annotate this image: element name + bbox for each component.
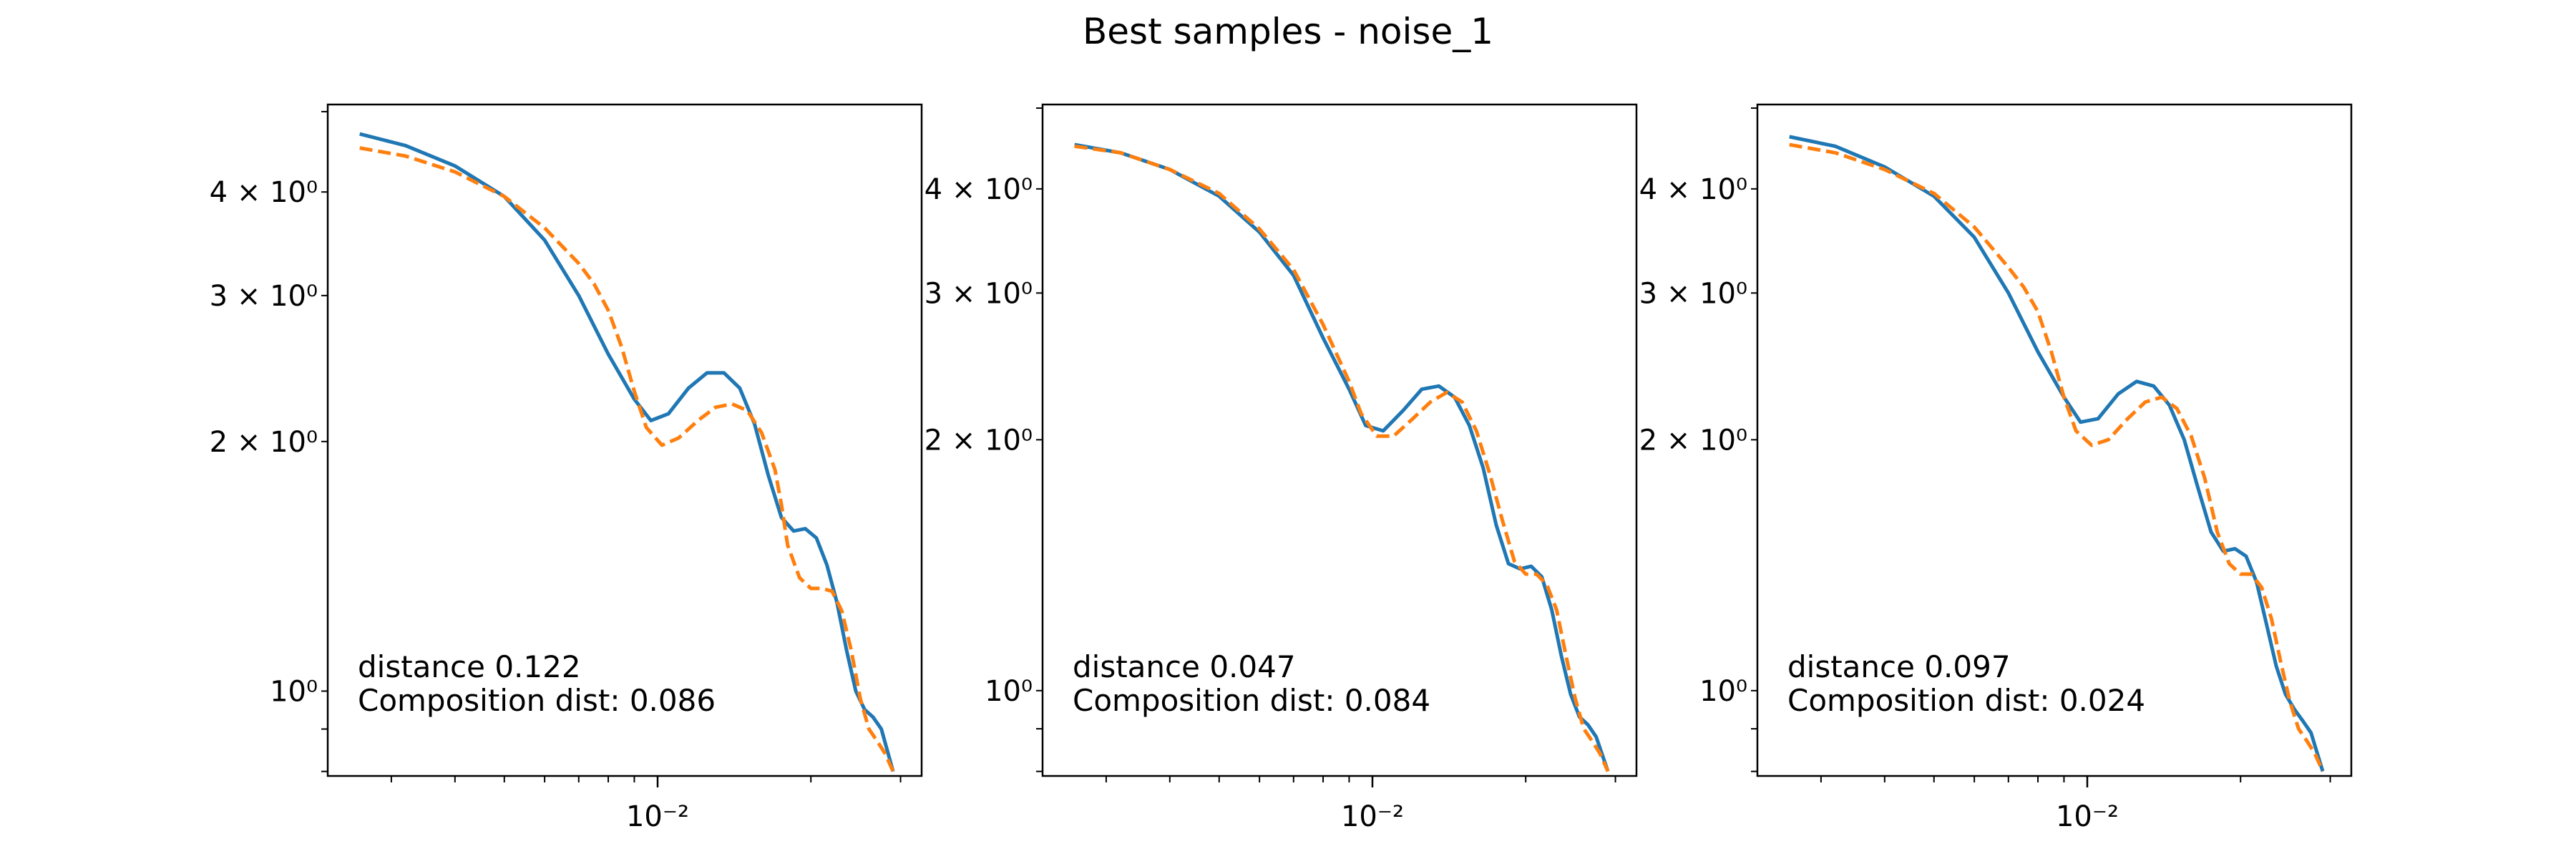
y-tick-label: 2 × 10⁰ — [210, 426, 318, 459]
subplot-3: 10⁻² 4 × 10⁰ 3 × 10⁰ 2 × 10⁰ 10⁰ distance 0.0… — [1639, 103, 2353, 833]
annotation-text: Composition dist: 0.024 — [1787, 683, 2145, 718]
y-tick-label: 4 × 10⁰ — [210, 176, 318, 209]
y-tick-label: 3 × 10⁰ — [210, 280, 318, 313]
x-tick-label: 10⁻² — [2056, 800, 2119, 833]
series-line-solid — [359, 132, 895, 772]
y-tick-label: 10⁰ — [985, 675, 1033, 708]
x-tick-label: 10⁻² — [626, 800, 689, 833]
y-tick-label: 3 × 10⁰ — [924, 277, 1033, 310]
series-line-solid — [1789, 135, 2325, 772]
annotation-text: distance 0.122 — [358, 649, 581, 684]
subplot-1: 10⁻² 4 × 10⁰ 3 × 10⁰ 2 × 10⁰ 10⁰ distance 0.1… — [210, 103, 923, 833]
annotation-text: distance 0.047 — [1073, 649, 1296, 684]
series-line-dashed — [359, 146, 895, 772]
figure-title: Best samples - noise_1 — [1082, 11, 1494, 52]
x-tick-label: 10⁻² — [1341, 800, 1404, 833]
series-line-dashed — [1789, 142, 2325, 772]
subplot-2: 10⁻² 4 × 10⁰ 3 × 10⁰ 2 × 10⁰ 10⁰ distance 0.0… — [924, 103, 1638, 833]
series-line-dashed — [1074, 144, 1610, 772]
y-tick-label: 4 × 10⁰ — [924, 173, 1033, 206]
y-tick-label: 10⁰ — [270, 675, 318, 708]
y-tick-label: 10⁰ — [1699, 675, 1747, 708]
annotation-text: distance 0.097 — [1787, 649, 2011, 684]
annotation-text: Composition dist: 0.086 — [358, 683, 716, 718]
y-tick-label: 2 × 10⁰ — [1639, 424, 1747, 457]
series-line-solid — [1074, 142, 1610, 772]
axes-frame — [326, 103, 923, 777]
annotation-text: Composition dist: 0.084 — [1073, 683, 1430, 718]
y-tick-label: 4 × 10⁰ — [1639, 173, 1747, 206]
y-tick-label: 3 × 10⁰ — [1639, 277, 1747, 310]
y-tick-label: 2 × 10⁰ — [924, 424, 1033, 457]
